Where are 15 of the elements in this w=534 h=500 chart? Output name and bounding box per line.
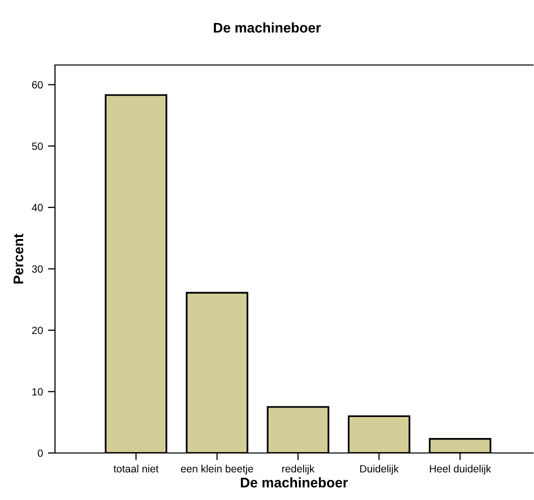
y-tick-label: 0	[38, 450, 43, 457]
y-tick-label: 40	[32, 204, 43, 212]
y-tick-label: 30	[32, 265, 43, 273]
x-tick-label: totaal niet	[114, 464, 159, 472]
y-tick-label: 50	[32, 142, 43, 150]
x-tick-label: een klein beetje	[180, 464, 254, 475]
chart-title: De machineboer	[214, 22, 321, 33]
x-tick-label: redelijk	[282, 464, 315, 475]
x-tick-label: Heel duidelijk	[430, 464, 492, 475]
y-tick-label: 10	[32, 388, 43, 396]
x-tick-label: Duidelijk	[360, 464, 399, 475]
y-axis-title: Percent	[14, 234, 24, 284]
y-tick-label: 20	[32, 326, 43, 334]
y-tick-label: 60	[32, 81, 43, 89]
x-axis-title: De machineboer	[240, 477, 348, 488]
